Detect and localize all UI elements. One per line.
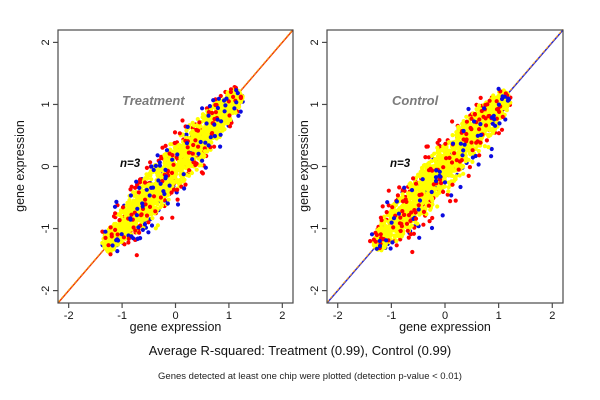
plot-annotation-n-control: n=3 — [390, 158, 411, 170]
y-axis-label-treatment: gene expression — [13, 120, 27, 212]
x-tick-label: 2 — [279, 310, 285, 322]
x-tick-label: 1 — [496, 310, 502, 322]
x-tick-label: 1 — [226, 310, 232, 322]
axes-layer: -2 -1 0 1 2 -2 -1 0 1 2 — [40, 29, 294, 322]
y-tick-label: 2 — [309, 39, 321, 45]
y-axis-label-control: gene expression — [297, 120, 311, 212]
caption-average-r-squared: Average R-squared: Treatment (0.99), Con… — [148, 343, 452, 358]
caption-detection-note: Genes detected at least one chip were pl… — [158, 371, 462, 382]
x-axis-label-treatment: gene expression — [129, 320, 222, 334]
plot-annotation-n-treatment: n=3 — [120, 158, 141, 170]
y-tick-label: 2 — [40, 39, 52, 45]
x-tick-label: -1 — [386, 310, 396, 322]
x-tick-label: -2 — [333, 310, 343, 322]
x-tick-label: 0 — [172, 310, 178, 322]
points-layer — [368, 86, 513, 255]
plot-title-treatment: Treatment — [122, 93, 185, 108]
plot-control: -2 -1 0 1 2 -2 -1 0 1 2 — [309, 28, 564, 322]
y-tick-label: -1 — [309, 224, 321, 234]
points-layer — [100, 85, 245, 258]
y-tick-label: -2 — [309, 286, 321, 296]
x-tick-label: -1 — [117, 310, 127, 322]
plot-title-control: Control — [392, 93, 439, 108]
y-tick-label: 0 — [309, 163, 321, 169]
x-tick-label: 0 — [442, 310, 448, 322]
y-tick-label: 0 — [40, 163, 52, 169]
x-axis-label-control: gene expression — [399, 320, 491, 334]
y-tick-label: -1 — [40, 224, 52, 234]
y-tick-label: 1 — [40, 101, 52, 107]
x-tick-label: 2 — [549, 310, 555, 322]
plot-treatment: -2 -1 0 1 2 -2 -1 0 1 2 — [40, 28, 294, 322]
y-tick-label: -2 — [40, 286, 52, 296]
axes-layer: -2 -1 0 1 2 -2 -1 0 1 2 — [309, 29, 564, 322]
y-tick-label: 1 — [309, 101, 321, 107]
x-tick-label: -2 — [64, 310, 74, 322]
